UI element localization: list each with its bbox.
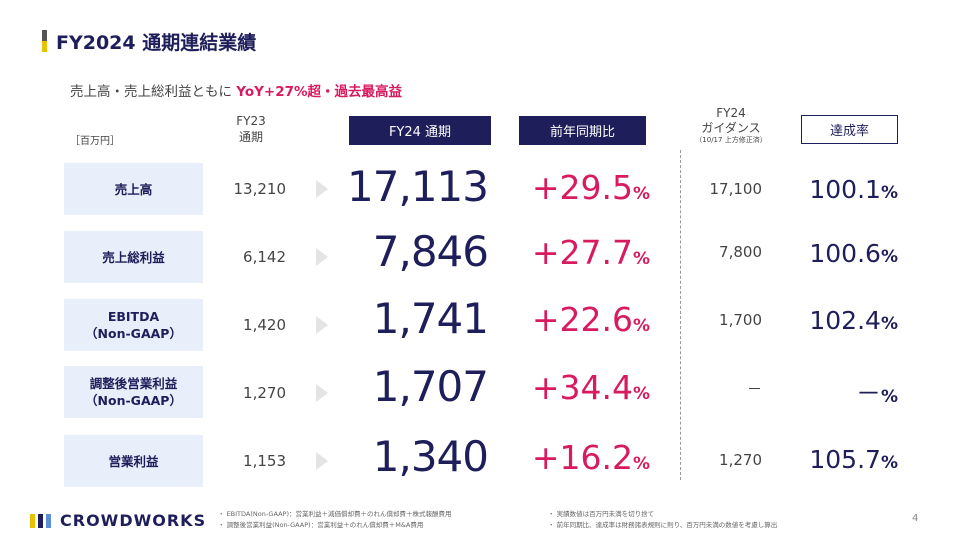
fy23-value-sales: 13,210	[233, 180, 287, 198]
row-label-operating-profit: 営業利益	[64, 435, 203, 487]
rate-number: 100.1	[809, 175, 881, 204]
rate-number: －	[855, 379, 881, 408]
crowdworks-logo-mark-icon	[30, 513, 52, 528]
footnote: ・ 実績数値は百万円未満を切り捨て	[548, 510, 655, 518]
rate-value-adjusted-operating-profit: －%	[780, 374, 898, 410]
fy23-value-operating-profit: 1,153	[243, 452, 286, 470]
crowdworks-logo: CROWDWORKS	[30, 511, 206, 530]
row-label-line1: 売上高	[114, 181, 153, 197]
subtitle-prefix: 売上高・売上総利益ともに	[70, 84, 237, 100]
page-number: 4	[912, 513, 919, 524]
row-label-line2: （Non-GAAP）	[85, 326, 182, 341]
row-label-adjusted-operating-profit: 調整後営業利益 （Non-GAAP）	[64, 366, 203, 418]
yoy-number: +16.2	[531, 438, 633, 477]
header-guidance-line2: ガイダンス	[701, 121, 761, 135]
subtitle: 売上高・売上総利益ともに YoY+27%超・過去最高益	[70, 80, 402, 100]
yoy-value-adjusted-operating-profit: +34.4%	[520, 368, 650, 407]
footnote: ・ EBITDA(Non-GAAP)：営業利益＋減価償却費＋のれん償却費＋株式報…	[218, 510, 452, 518]
title-accent-bar-top	[42, 30, 47, 41]
guidance-value-operating-profit: 1,270	[719, 451, 762, 469]
arrow-right-icon	[316, 452, 328, 470]
row-label-line2: （Non-GAAP）	[85, 393, 182, 408]
unit-label: ［百万円］	[70, 136, 120, 147]
fy24-value-operating-profit: 1,340	[372, 432, 489, 481]
header-fy24: FY24 通期	[349, 116, 491, 145]
row-label-line1: 売上総利益	[102, 249, 165, 265]
rate-number: 105.7	[809, 445, 881, 474]
header-fy23-line1: FY23	[236, 114, 266, 128]
yoy-unit: %	[632, 454, 650, 474]
row-label-sales: 売上高	[64, 163, 203, 215]
header-guidance-line1: FY24	[716, 106, 746, 120]
arrow-right-icon	[316, 384, 328, 402]
row-label-line1: 営業利益	[108, 453, 159, 469]
fy23-value-adjusted-operating-profit: 1,270	[243, 384, 286, 402]
rate-value-operating-profit: 105.7%	[780, 445, 898, 474]
guidance-value-ebitda: 1,700	[719, 311, 762, 329]
yoy-unit: %	[632, 249, 650, 269]
title-accent-bar	[42, 30, 47, 52]
subtitle-highlight: YoY+27%超・過去最高益	[236, 84, 403, 100]
rate-number: 102.4	[809, 306, 881, 335]
yoy-unit: %	[632, 184, 650, 204]
row-label-ebitda: EBITDA （Non-GAAP）	[64, 299, 203, 351]
rate-value-gross-profit: 100.6%	[780, 239, 898, 268]
header-achievement: 達成率	[801, 115, 898, 144]
rate-unit: %	[880, 387, 898, 407]
header-fy23: FY23 通期	[220, 113, 282, 145]
yoy-value-gross-profit: +27.7%	[520, 233, 650, 272]
rate-unit: %	[880, 247, 898, 267]
rate-number: 100.6	[809, 239, 881, 268]
fy23-value-gross-profit: 6,142	[243, 248, 286, 266]
yoy-number: +29.5	[531, 168, 633, 207]
arrow-right-icon	[316, 180, 328, 198]
footnote: ・ 調整後営業利益(Non-GAAP)：営業利益＋のれん償却費＋M&A費用	[218, 521, 424, 529]
yoy-unit: %	[632, 384, 650, 404]
footnotes-left: ・ EBITDA(Non-GAAP)：営業利益＋減価償却費＋のれん償却費＋株式報…	[218, 509, 452, 531]
arrow-right-icon	[316, 248, 328, 266]
yoy-value-sales: +29.5%	[520, 168, 650, 207]
yoy-number: +27.7	[531, 233, 633, 272]
header-guidance: FY24 ガイダンス （10/17 上方修正済）	[685, 106, 777, 145]
guidance-value-sales: 17,100	[709, 180, 763, 198]
rate-unit: %	[880, 314, 898, 334]
footnote: ・ 前年同期比、達成率は財務諸表規則に則り、百万円未満の数値を考慮し算出	[548, 521, 778, 529]
fy23-value-ebitda: 1,420	[243, 316, 286, 334]
fy24-value-gross-profit: 7,846	[372, 227, 489, 276]
fy24-value-ebitda: 1,741	[372, 294, 489, 343]
guidance-value-adjusted-operating-profit: －	[746, 380, 762, 398]
guidance-value-gross-profit: 7,800	[719, 243, 762, 261]
rate-unit: %	[880, 183, 898, 203]
rate-unit: %	[880, 453, 898, 473]
row-label-line1: 調整後営業利益	[89, 376, 178, 391]
row-label-line1: EBITDA	[107, 309, 160, 324]
rate-value-ebitda: 102.4%	[780, 306, 898, 335]
row-label-gross-profit: 売上総利益	[64, 231, 203, 283]
guidance-divider	[680, 150, 681, 480]
fy24-value-adjusted-operating-profit: 1,707	[372, 362, 489, 411]
yoy-unit: %	[632, 316, 650, 336]
yoy-value-operating-profit: +16.2%	[520, 438, 650, 477]
rate-value-sales: 100.1%	[780, 175, 898, 204]
arrow-right-icon	[316, 316, 328, 334]
footnotes-right: ・ 実績数値は百万円未満を切り捨て ・ 前年同期比、達成率は財務諸表規則に則り、…	[548, 509, 777, 531]
logo-text: CROWDWORKS	[60, 511, 207, 530]
header-fy23-line2: 通期	[238, 130, 263, 144]
yoy-number: +34.4	[531, 368, 633, 407]
fy24-value-sales: 17,113	[347, 162, 489, 211]
yoy-value-ebitda: +22.6%	[520, 300, 650, 339]
header-yoy: 前年同期比	[519, 116, 646, 145]
page-title: FY2024 通期連結業績	[56, 32, 257, 54]
header-guidance-note: （10/17 上方修正済）	[695, 136, 767, 144]
yoy-number: +22.6	[531, 300, 633, 339]
